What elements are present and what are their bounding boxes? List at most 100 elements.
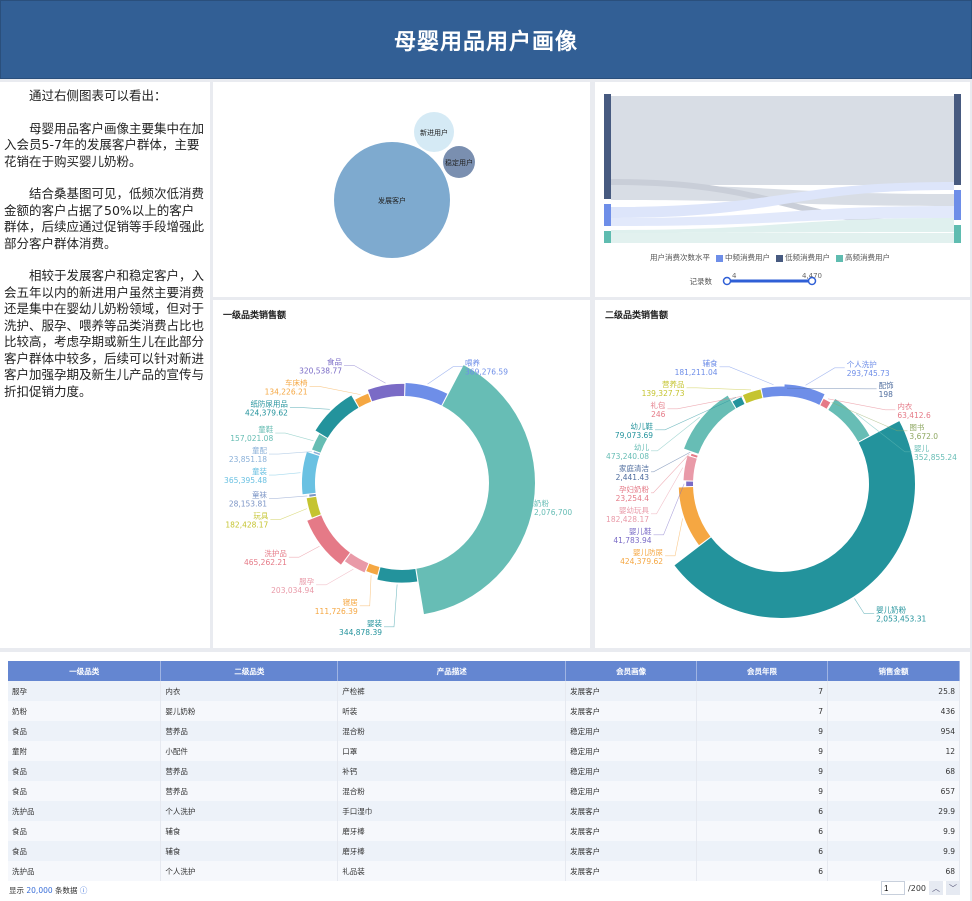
slice-name-label: 洗护品 [264,548,287,558]
label-leader-line [786,387,877,390]
consumption-sankey-chart: 4 4,470 记录数 用户消费次数水平 中频消费用户 低频消费用户 高频消费用… [595,82,970,297]
rose-slice-幼儿鞋[interactable] [732,397,745,409]
table-cell: 9.9 [827,841,960,861]
slider-max-label: 4,470 [802,272,822,280]
rose-slice-童袜[interactable] [309,493,316,497]
table-cell: 稳定用户 [565,781,698,801]
table-row[interactable]: 服孕 内衣 产检裤 发展客户 7 25.8 [8,681,960,701]
table-row[interactable]: 洗护品 个人洗护 手口湿巾 发展客户 6 29.9 [8,801,960,821]
column-header[interactable]: 二级品类 [160,661,339,681]
slice-name-label: 食品 [327,356,342,366]
label-leader-line [269,472,301,476]
column-header[interactable]: 会员画像 [565,661,698,681]
legend-item-low[interactable]: 低频消费用户 [776,252,830,263]
bubble-发展客户[interactable] [334,142,450,258]
table-row[interactable]: 食品 辅食 磨牙棒 发展客户 6 9.9 [8,841,960,861]
slice-value-label: 2,053,453.31 [876,615,926,624]
table-cell: 6 [696,821,829,841]
rose-slice-婴儿奶粉[interactable] [674,421,915,618]
rose-slice-食品[interactable] [367,383,405,402]
rose-slice-寝居[interactable] [366,563,380,575]
label-leader-line [855,413,912,453]
table-row[interactable]: 食品 营养品 补钙 稳定用户 9 68 [8,761,960,781]
rose-slice-童装[interactable] [301,451,320,495]
prev-page-button[interactable]: ︿ [929,881,943,895]
rose-slice-玩具[interactable] [306,496,321,518]
table-cell: 9.9 [827,821,960,841]
table-cell: 7 [696,701,829,721]
column-header[interactable]: 一级品类 [8,661,162,681]
page-input[interactable] [881,881,906,895]
rose-slice-婴儿鞋[interactable] [686,481,694,487]
table-cell: 发展客户 [565,681,698,701]
rose-slice-孕妇奶粉[interactable] [690,453,698,458]
table-row[interactable]: 洗护品 个人洗护 礼品装 发展客户 6 68 [8,861,960,881]
label-leader-line [805,367,845,386]
slice-value-label: 246 [651,410,666,419]
rose-slice-纸防尿用品[interactable] [315,395,359,438]
table-row[interactable]: 食品 营养品 混合粉 稳定用户 9 657 [8,781,960,801]
column-header[interactable]: 产品描述 [337,661,567,681]
rose-slice-服孕[interactable] [344,553,369,573]
table-cell: 发展客户 [565,801,698,821]
rose-slice-婴幼玩具[interactable] [683,455,697,481]
legend-item-mid[interactable]: 中频消费用户 [716,252,770,263]
rose-slice-奶粉[interactable] [416,365,535,615]
slice-value-label: 198 [879,390,894,399]
table-footer: 显示 20,000 条数据 ⓘ [9,886,88,895]
table-cell: 9 [696,721,829,741]
table-row[interactable]: 食品 辅食 磨牙棒 发展客户 6 9.9 [8,821,960,841]
slider-handle-max[interactable] [807,276,817,286]
rose-slice-内衣[interactable] [820,398,831,409]
label-leader-line [275,432,314,442]
slice-value-label: 203,034.94 [271,586,314,595]
column-header[interactable]: 会员年限 [696,661,829,681]
table-row[interactable]: 食品 营养品 混合粉 稳定用户 9 954 [8,721,960,741]
sankey-node-low-right [954,94,961,185]
insight-paragraph: 结合桑基图可见，低频次低消费金额的客户占据了50%以上的客户群体，后续应通过促销… [4,186,205,251]
next-page-button[interactable]: ﹀ [946,881,960,895]
column-header[interactable]: 销售金额 [827,661,960,681]
rose-slice-辅食[interactable] [761,386,786,398]
rose-slice-婴儿防尿[interactable] [678,487,711,546]
label-leader-line [655,397,737,431]
rose-slice-喂养[interactable] [405,382,448,406]
label-leader-line [686,387,752,391]
label-leader-line [270,508,307,520]
table-row[interactable]: 童附 小配件 口罩 稳定用户 9 12 [8,741,960,761]
label-leader-line [269,451,312,455]
table-cell: 童附 [8,741,162,761]
table-row[interactable]: 奶粉 婴儿奶粉 听装 发展客户 7 436 [8,701,960,721]
rose-slice-营养品[interactable] [742,389,763,404]
rose-slice-童鞋[interactable] [312,434,328,453]
sankey-node-mid-left [604,204,611,226]
info-icon[interactable]: ⓘ [79,886,88,895]
slice-name-label: 婴儿防尿 [633,547,663,557]
slice-name-label: 婴儿 [914,444,929,453]
slice-value-label: 365,395.48 [224,476,267,485]
rose-slice-个人洗护[interactable] [784,384,825,405]
legend-item-high[interactable]: 高频消费用户 [836,252,890,263]
table-cell: 12 [827,741,960,761]
table-cell: 发展客户 [565,841,698,861]
table-cell: 混合粉 [337,721,567,741]
slider-handle-min[interactable] [722,276,732,286]
table-cell: 补钙 [337,761,567,781]
rose-slice-婴儿[interactable] [828,398,870,442]
label-leader-line [359,575,372,607]
bubble-稳定用户[interactable] [443,146,475,178]
slider-label: 记录数 [690,276,713,286]
slice-name-label: 婴装 [367,618,382,628]
rose-slice-洗护品[interactable] [307,515,350,565]
bubble-新进用户[interactable] [414,112,454,152]
rose-slice-幼儿[interactable] [684,395,736,454]
rose-slice-童配[interactable] [313,451,321,456]
rose-slice-车床椅[interactable] [355,393,372,408]
slice-value-label: 134,226.21 [265,387,308,396]
slice-name-label: 幼儿 [634,442,649,452]
table-cell: 个人洗护 [160,801,339,821]
rose-slice-婴装[interactable] [377,567,418,583]
table-cell: 9 [696,741,829,761]
slice-value-label: 2,076,700 [534,508,572,517]
slice-name-label: 服孕 [299,577,314,586]
